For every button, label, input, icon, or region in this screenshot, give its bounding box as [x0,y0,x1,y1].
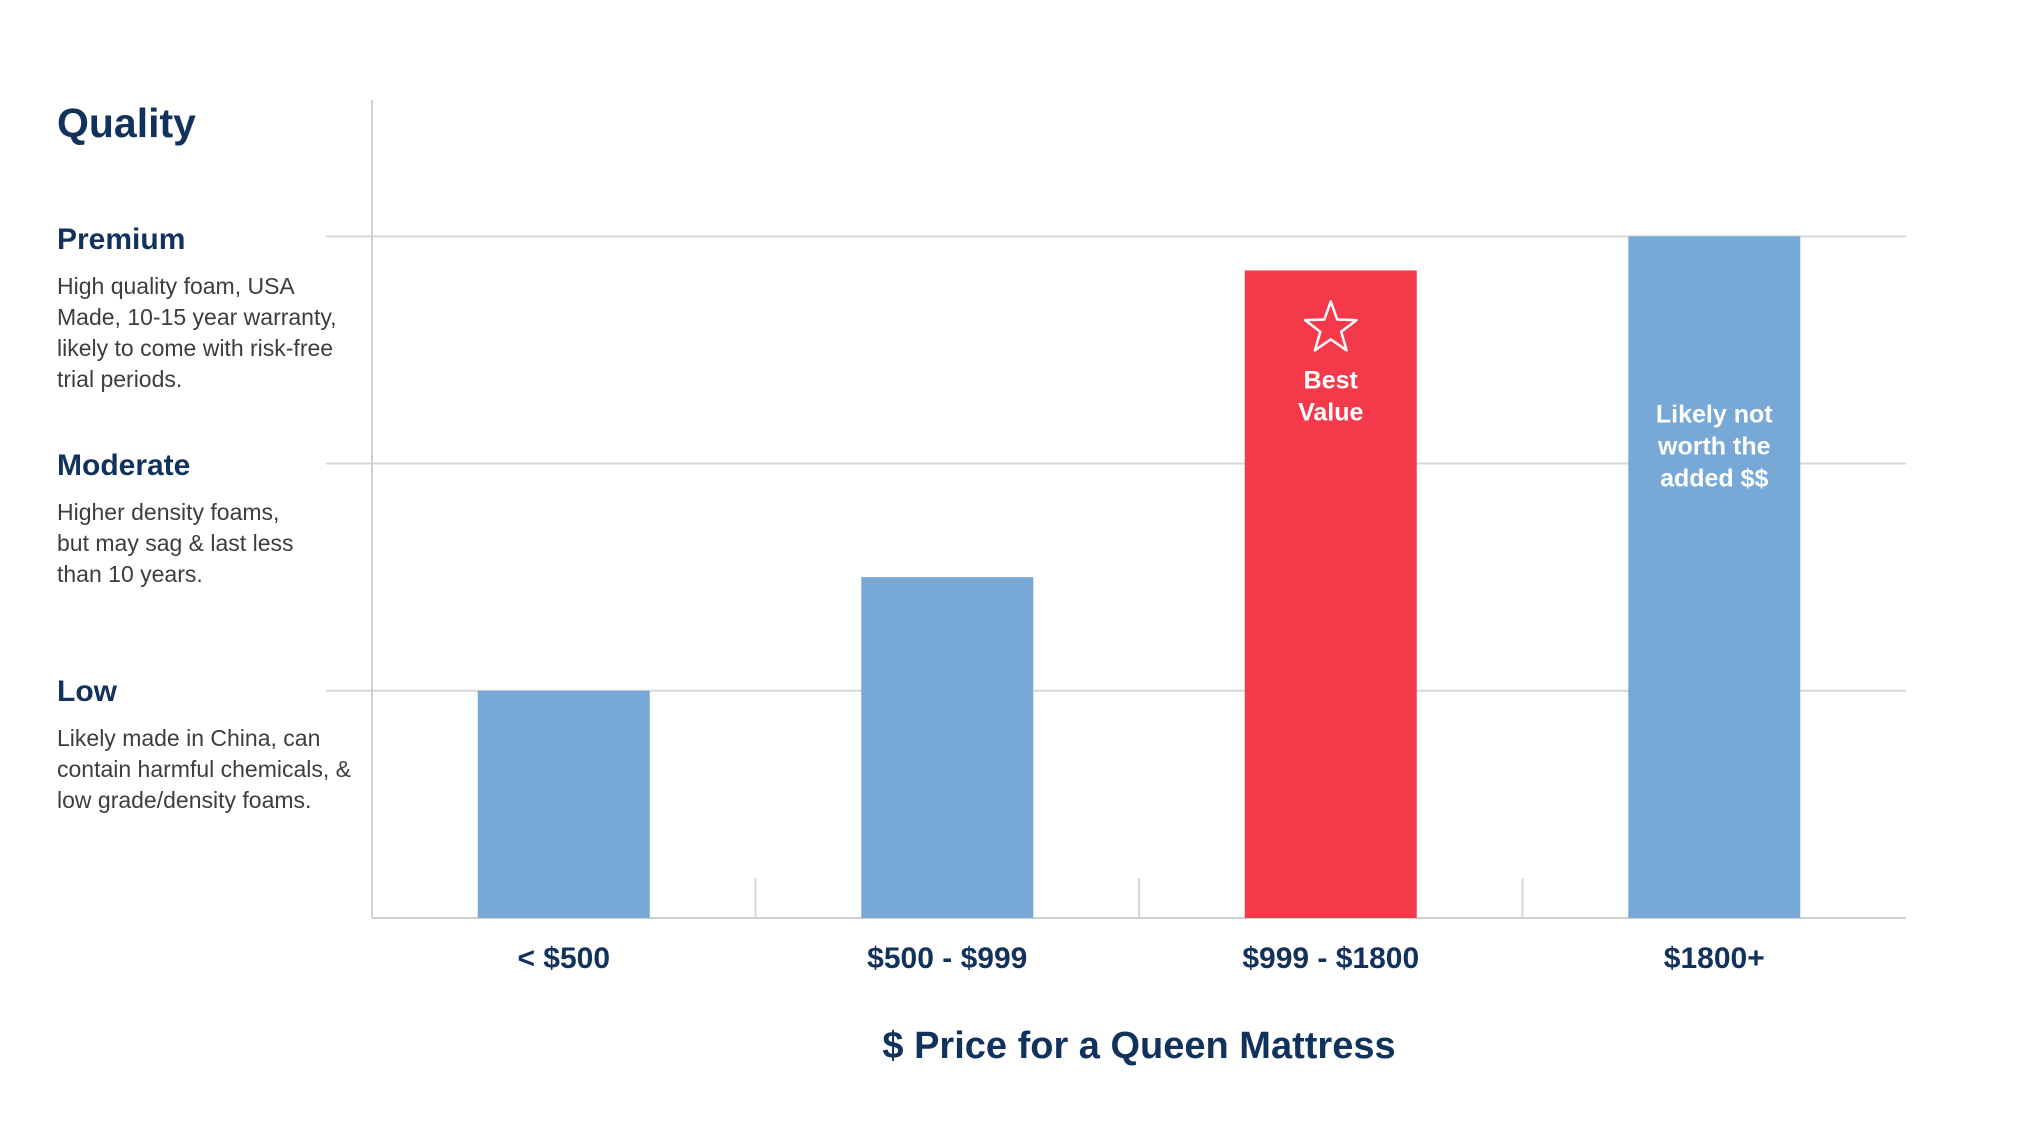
bar-2 [1244,270,1417,919]
bar-3 [1628,236,1801,919]
y-axis-title: Quality [57,100,196,146]
level-heading-moderate: Moderate [57,449,191,482]
level-description-low: Likely made in China, can contain harmfu… [57,725,352,813]
level-description-premium: High quality foam, USA Made, 10-15 year … [57,273,337,392]
bar-annotation-0: Best Value [1298,366,1363,426]
level-heading-premium: Premium [57,223,186,256]
level-description-moderate: Higher density foams, but may sag & last… [57,499,294,587]
bar-annotation-1: Likely not worth the added $$ [1656,400,1773,492]
bar-1 [861,577,1034,918]
bar-0 [477,690,650,918]
star-icon [1303,300,1358,352]
level-heading-low: Low [57,675,117,708]
x-tick-label-0: < $500 [517,942,610,975]
x-tick-label-1: $500 - $999 [867,942,1027,975]
x-tick-label-2: $999 - $1800 [1242,942,1419,975]
x-tick-label-3: $1800+ [1664,942,1765,975]
x-axis-title: $ Price for a Queen Mattress [882,1025,1395,1067]
